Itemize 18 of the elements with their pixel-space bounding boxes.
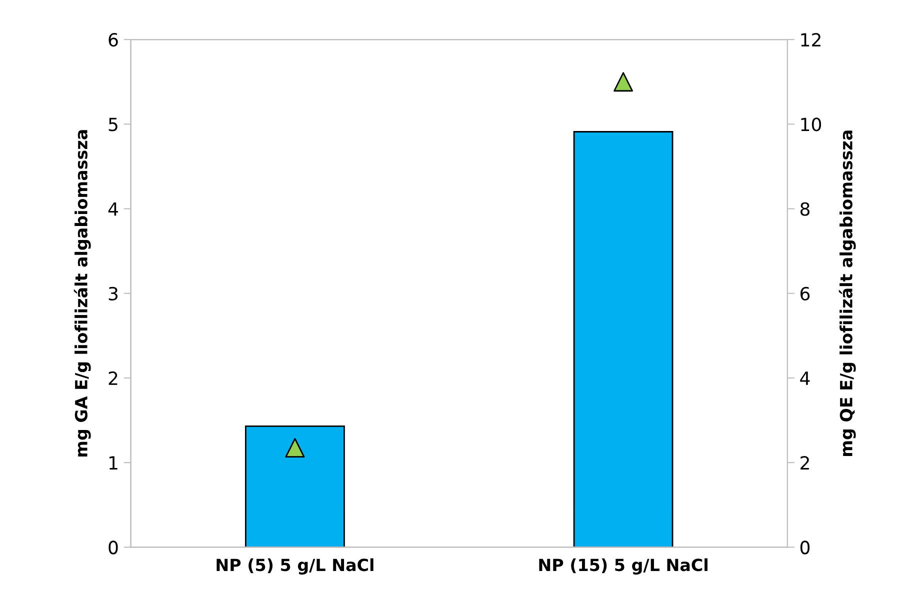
y2-tick-label: 10 bbox=[801, 118, 822, 132]
x-tick-label: NP (5) 5 g/L NaCl bbox=[216, 558, 374, 575]
y2-tick-label: 0 bbox=[800, 540, 810, 554]
y-tick-label: 5 bbox=[108, 118, 118, 132]
y2-tick-label: 2 bbox=[800, 456, 809, 470]
y2-tick-label: 6 bbox=[800, 286, 810, 300]
y-tick-label: 4 bbox=[108, 202, 118, 216]
y-tick-label: 2 bbox=[108, 371, 118, 385]
y2-tick-label: 4 bbox=[800, 372, 810, 385]
y-tick-label: 1 bbox=[109, 456, 118, 470]
y-tick-label: 6 bbox=[108, 32, 118, 47]
y-tick-label: 3 bbox=[108, 286, 118, 300]
x-tick-label: NP (15) 5 g/L NaCl bbox=[539, 558, 708, 575]
y-axis-title: mg GA E/g liofilizált algabiomassza bbox=[74, 130, 91, 456]
y-tick-label: 0 bbox=[108, 540, 118, 554]
y2-tick-label: 12 bbox=[801, 32, 820, 46]
y2-axis-title: mg QE E/g liofilizált algabiomassza bbox=[838, 130, 856, 456]
y2-tick-label: 8 bbox=[800, 202, 810, 216]
